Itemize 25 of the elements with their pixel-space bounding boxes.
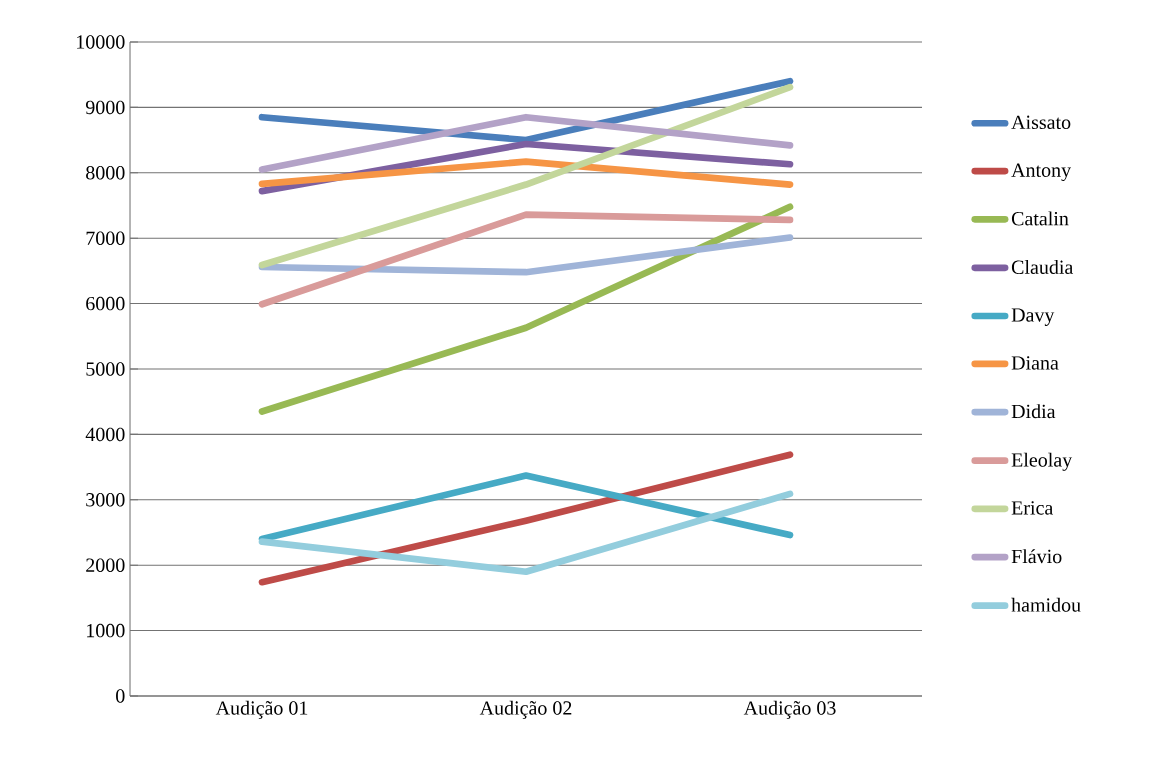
y-tick-label: 2000 bbox=[86, 558, 125, 572]
legend-label: Erica bbox=[1011, 501, 1054, 515]
y-tick-label: 5000 bbox=[86, 362, 125, 376]
x-tick-label: Audição 01 bbox=[215, 700, 308, 719]
y-tick-label: 3000 bbox=[86, 493, 125, 507]
legend-label: hamidou bbox=[1011, 597, 1081, 612]
y-tick-label: 6000 bbox=[86, 296, 125, 311]
y-tick-label: 4000 bbox=[85, 427, 125, 442]
legend-label: Catalin bbox=[1011, 211, 1069, 226]
legend-label: Antony bbox=[1011, 163, 1072, 182]
y-tick-label: 9000 bbox=[85, 100, 125, 115]
x-tick-label: Audição 03 bbox=[743, 700, 836, 719]
legend-label: Eleolay bbox=[1011, 452, 1073, 471]
x-tick-label: Audição 02 bbox=[479, 700, 572, 719]
legend-label: Diana bbox=[1011, 356, 1059, 370]
legend-label: Claudia bbox=[1011, 259, 1074, 274]
legend-label: Flávio bbox=[1011, 549, 1062, 564]
legend-label: Davy bbox=[1011, 308, 1055, 326]
legend-label: Aissato bbox=[1011, 115, 1071, 130]
y-tick-label: 8000 bbox=[86, 166, 125, 180]
y-tick-label: 10000 bbox=[77, 35, 125, 49]
legend-label: Didia bbox=[1011, 404, 1056, 419]
y-tick-label: 7000 bbox=[86, 231, 125, 245]
y-tick-label: 0 bbox=[116, 689, 125, 703]
y-tick-label: 1000 bbox=[87, 623, 125, 638]
